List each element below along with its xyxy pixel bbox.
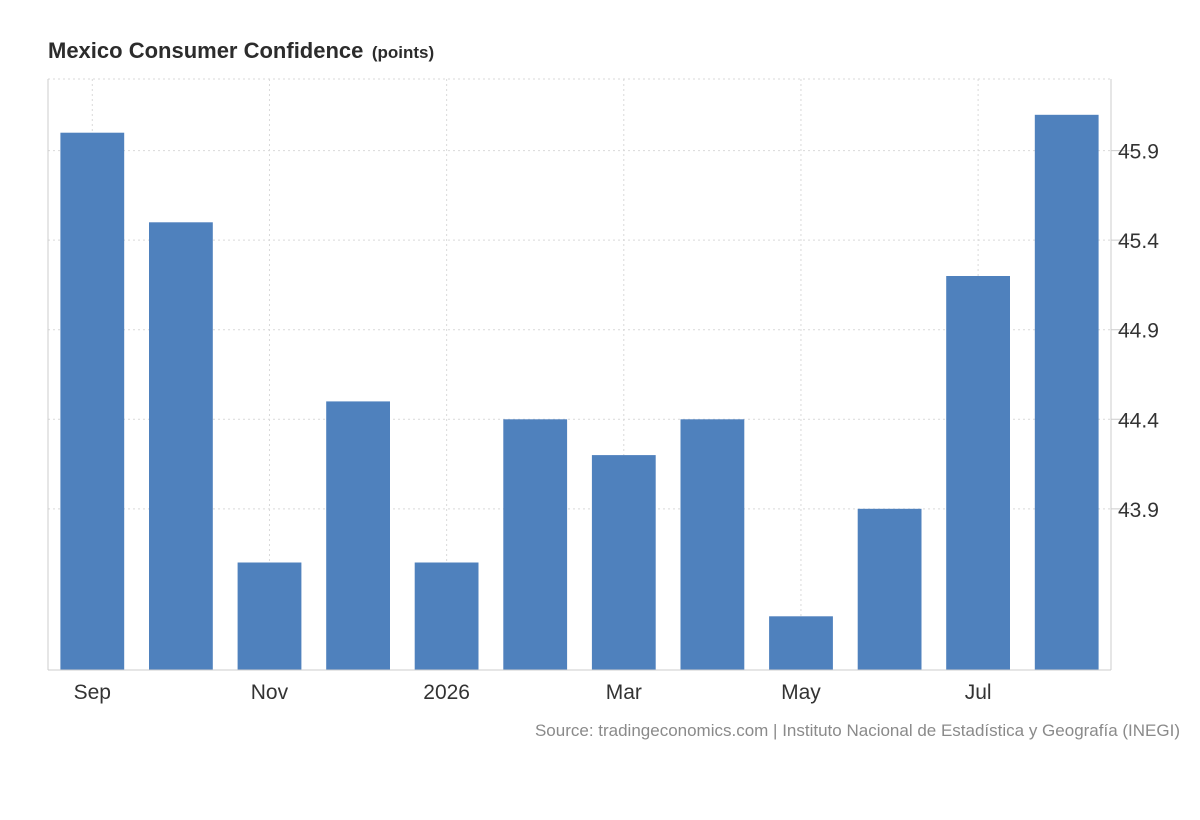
chart-title: Mexico Consumer Confidence (48, 38, 364, 63)
y-tick-label: 45.9 (1118, 141, 1159, 164)
x-tick-label: May (781, 681, 821, 704)
x-tick-label: Jul (965, 681, 992, 704)
bar-jun (857, 508, 922, 670)
y-tick-label: 44.9 (1118, 320, 1159, 343)
bar-nov (237, 562, 302, 670)
bar-aug (1034, 114, 1099, 671)
x-tick-label: Sep (74, 681, 111, 704)
bar-2026 (414, 562, 479, 670)
y-tick-label: 45.4 (1118, 230, 1159, 253)
bar-feb (503, 419, 568, 670)
bar-apr (680, 419, 745, 670)
y-tick-label: 44.4 (1118, 409, 1159, 432)
x-tick-label: Mar (606, 681, 642, 704)
x-tick-label: 2026 (423, 681, 470, 704)
bar-jul (946, 276, 1010, 670)
bar-dec (326, 401, 390, 670)
y-tick-label: 43.9 (1118, 499, 1159, 522)
source-note: Source: tradingeconomics.com | Instituto… (534, 721, 1180, 740)
bar-oct (149, 222, 213, 671)
bar-may (769, 616, 833, 670)
chart-title-row: Mexico Consumer Confidence (points) (48, 38, 434, 64)
chart-units: (points) (371, 43, 435, 62)
x-tick-label: Nov (251, 681, 289, 704)
bar-mar (591, 455, 656, 670)
bar-sep (60, 132, 125, 670)
